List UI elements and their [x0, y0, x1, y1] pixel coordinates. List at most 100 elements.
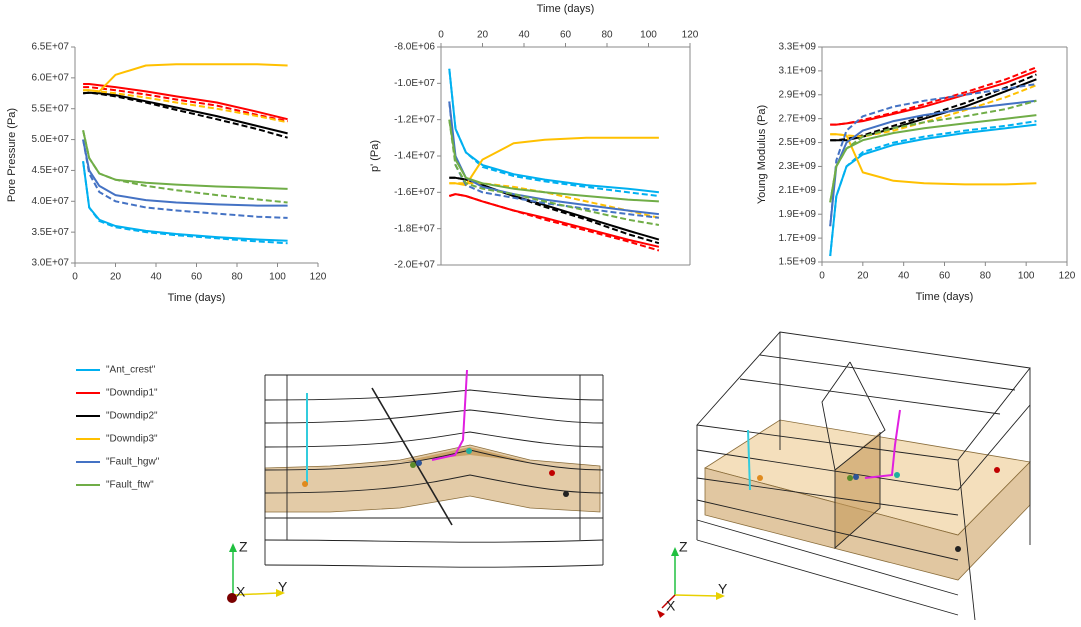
y-axis-title: Pore Pressure (Pa): [6, 108, 18, 202]
y-tick-label: 3.0E+07: [31, 258, 69, 269]
axis-label: X: [236, 584, 246, 600]
x-tick-label: 120: [310, 272, 327, 283]
axis-label: Z: [679, 539, 688, 555]
series-line: [449, 176, 660, 241]
y-tick-label: 4.5E+07: [31, 165, 69, 176]
y-tick-label: 2.9E+09: [778, 89, 816, 100]
axis-y: [232, 592, 279, 596]
y-tick-label: 6.5E+07: [31, 42, 69, 53]
y-tick-label: -1.4E+07: [394, 151, 435, 162]
well-point: [853, 474, 859, 480]
y-tick-label: -1.6E+07: [394, 187, 435, 198]
y-tick-label: 2.3E+09: [778, 161, 816, 172]
x-tick-label: 80: [601, 30, 613, 41]
series-line: [830, 69, 1037, 126]
x-tick-label: 100: [640, 30, 657, 41]
series-line-dashed: [83, 86, 288, 123]
well-point: [894, 472, 900, 478]
axis-label: Y: [718, 581, 728, 597]
x-tick-label: 0: [819, 271, 825, 282]
series-line: [829, 123, 1037, 257]
axis-x: [661, 594, 676, 609]
series-line: [82, 161, 288, 242]
y-tick-label: 1.5E+09: [778, 257, 816, 268]
x-tick-label: 120: [682, 30, 699, 41]
series-line-dashed: [829, 120, 1037, 257]
y-tick-label: 2.1E+09: [778, 185, 816, 196]
well-point: [410, 462, 416, 468]
series-line: [83, 83, 288, 121]
model-view-1: Z Y X: [227, 369, 604, 603]
legend-label: "Fault_ftw": [106, 480, 154, 491]
series-line-dashed: [448, 119, 660, 226]
y-axis-title: Young Modulus (Pa): [756, 105, 768, 204]
series-line: [830, 133, 1037, 186]
x-tick-label: 60: [939, 271, 951, 282]
x-tick-label: 0: [72, 272, 78, 283]
line-chart: 1.5E+09 1.7E+09 1.9E+09 2.1E+09 2.3E+09 2.5E+…: [756, 42, 1076, 303]
legend-label: "Ant_crest": [106, 365, 156, 376]
axis-y: [674, 594, 719, 597]
y-tick-label: -8.0E+06: [394, 42, 435, 53]
y-tick-label: -1.8E+07: [394, 223, 435, 234]
well-point: [416, 460, 422, 466]
y-tick-label: 3.5E+07: [31, 227, 69, 238]
well-point: [847, 475, 853, 481]
x-tick-label: 100: [269, 272, 286, 283]
axis-z-head: [229, 543, 237, 552]
series-line: [82, 130, 288, 190]
well-point: [563, 491, 569, 497]
line-chart: 3.0E+07 3.5E+07 4.0E+07 4.5E+07 5.0E+07 5.5E+…: [6, 42, 327, 304]
x-axis-title: Time (days): [537, 3, 595, 15]
y-tick-label: 1.9E+09: [778, 209, 816, 220]
reservoir-layer: [264, 444, 601, 513]
x-tick-label: 60: [191, 272, 203, 283]
well-point: [757, 475, 763, 481]
x-tick-label: 60: [560, 30, 572, 41]
y-tick-label: -1.2E+07: [394, 114, 435, 125]
axis-x-head: [227, 593, 237, 603]
x-tick-label: 40: [150, 272, 162, 283]
series-line-dashed: [830, 73, 1037, 142]
well-point: [302, 481, 308, 487]
model-view-2: Z Y X: [657, 331, 1031, 621]
well-path: [747, 429, 751, 491]
line-chart: -8.0E+06 -1.0E+07 -1.2E+07 -1.4E+07 -1.6E+07…: [369, 3, 699, 271]
well-path: [864, 409, 901, 479]
legend: "Ant_crest" "Downdip1" "Downdip2" "Downdip3…: [76, 365, 160, 491]
y-tick-label: 4.0E+07: [31, 196, 69, 207]
y-tick-label: 5.5E+07: [31, 103, 69, 114]
y-tick-label: 3.1E+09: [778, 66, 816, 77]
series-line: [83, 91, 288, 135]
x-tick-label: 20: [857, 271, 869, 282]
axis-y-head: [716, 592, 725, 600]
y-tick-label: 2.7E+09: [778, 113, 816, 124]
legend-label: "Downdip3": [106, 434, 158, 445]
y-tick-label: 5.0E+07: [31, 134, 69, 145]
series-line-dashed: [82, 139, 288, 219]
y-tick-label: 1.7E+09: [778, 233, 816, 244]
x-tick-label: 100: [1018, 271, 1035, 282]
y-tick-label: 6.0E+07: [31, 72, 69, 83]
series-line-dashed: [448, 101, 660, 219]
well-point: [549, 470, 555, 476]
series-line-dashed: [82, 130, 288, 204]
series-line-dashed: [448, 68, 660, 197]
series-line: [83, 63, 288, 93]
series-line: [829, 114, 1037, 203]
legend-label: "Downdip2": [106, 411, 158, 422]
axis-x-head: [657, 610, 665, 618]
series-line-dashed: [829, 83, 1037, 227]
x-tick-label: 0: [438, 30, 444, 41]
series-line-dashed: [82, 161, 288, 245]
well-point: [994, 467, 1000, 473]
y-tick-label: -2.0E+07: [394, 260, 435, 271]
x-tick-label: 20: [477, 30, 489, 41]
axis-y-head: [276, 589, 285, 597]
x-tick-label: 40: [898, 271, 910, 282]
y-axis-title: p' (Pa): [369, 140, 381, 172]
x-tick-label: 40: [518, 30, 530, 41]
x-axis-title: Time (days): [168, 292, 226, 304]
wireframe: [264, 374, 604, 568]
axis-label: Y: [278, 579, 288, 595]
